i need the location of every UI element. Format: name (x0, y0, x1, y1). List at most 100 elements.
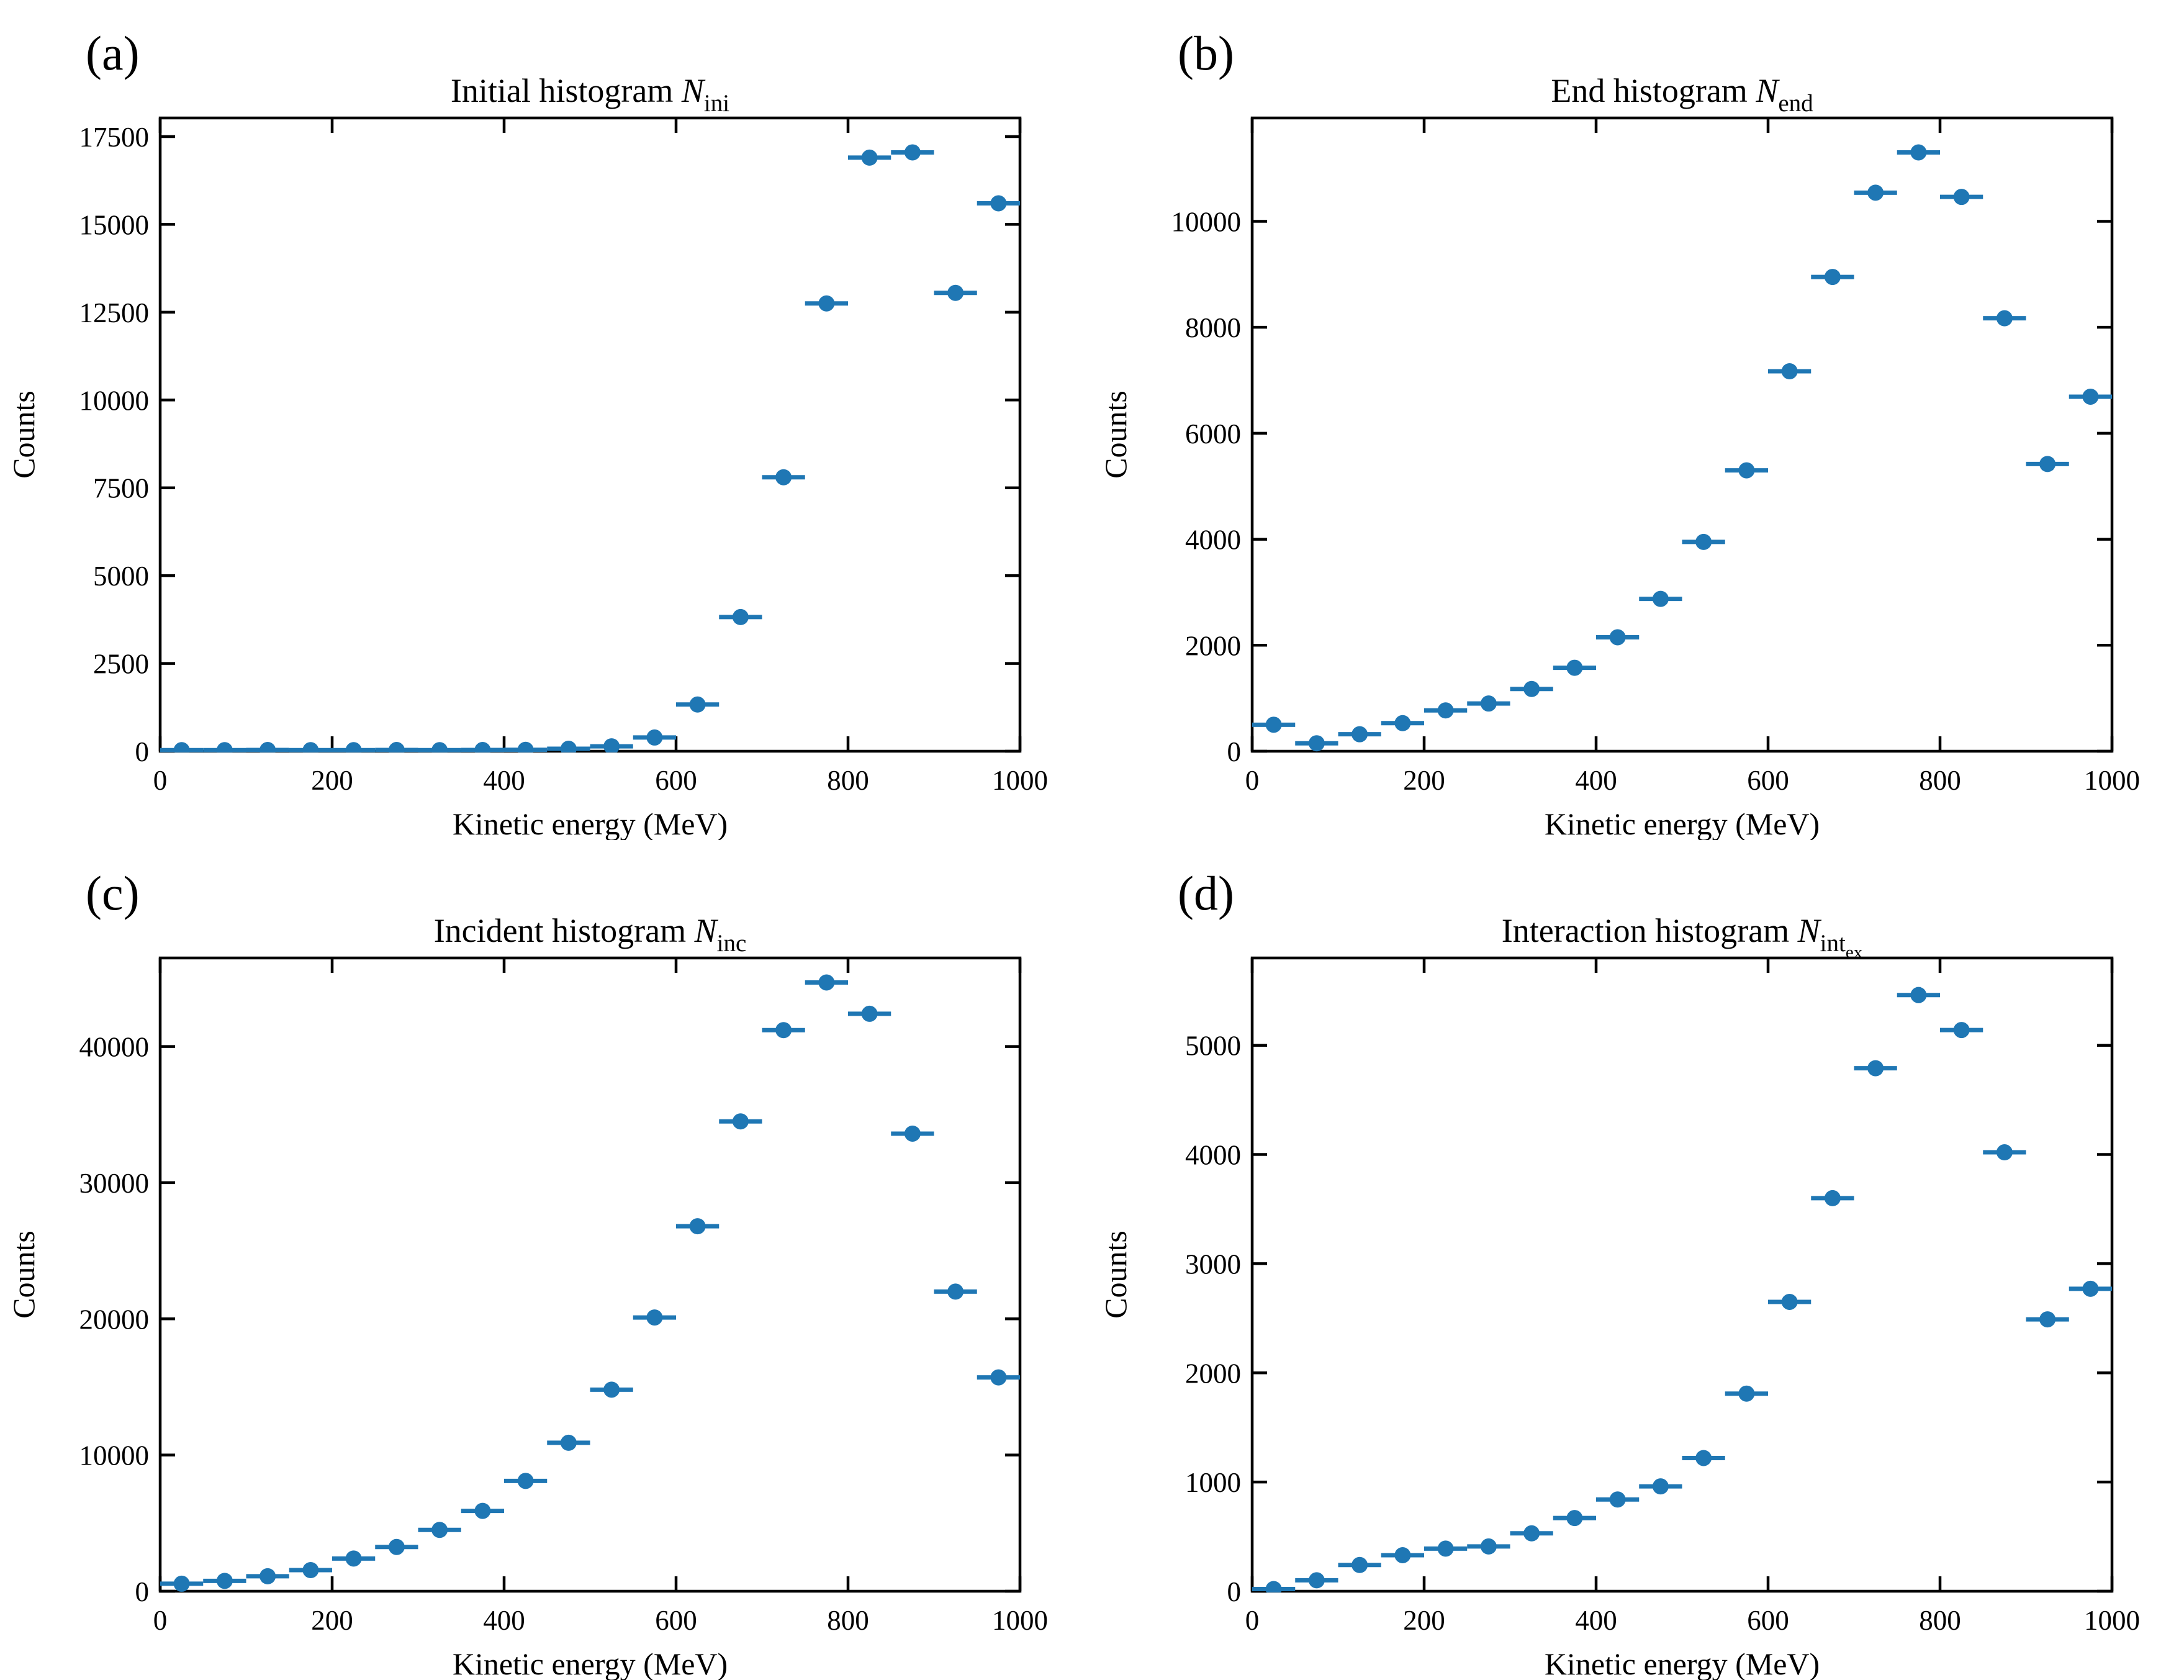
chart-c: (c) Incident histogram Ninc 0 200 400 600 800 1… (6, 866, 1048, 1680)
chart-title: Interaction histogram Nintex (1502, 912, 1863, 962)
data-point (1824, 1190, 1841, 1206)
data-point (775, 1022, 792, 1039)
x-tick-label: 0 (1245, 765, 1260, 796)
data-point (646, 1309, 663, 1326)
data-point (1609, 1491, 1626, 1508)
data-point (646, 729, 663, 746)
x-tick-label: 1000 (992, 1605, 1048, 1636)
data-point (732, 1113, 749, 1130)
panel-letter: (c) (86, 866, 140, 920)
x-tick-label: 400 (483, 1605, 525, 1636)
data-series (1252, 987, 2112, 1592)
data-point (990, 195, 1007, 212)
data-point (1781, 1293, 1798, 1310)
plot-frame (158, 116, 1022, 753)
data-point (1523, 680, 1540, 697)
data-point (1695, 533, 1712, 550)
data-point (1394, 715, 1411, 731)
data-point (1437, 1540, 1454, 1557)
data-point (1738, 1385, 1755, 1402)
y-tick-label: 4000 (1185, 1140, 1241, 1171)
data-point (904, 1125, 921, 1142)
x-tick-label: 200 (311, 765, 353, 796)
data-point (1996, 1144, 2013, 1161)
data-point (1910, 144, 1927, 161)
x-tick-label: 200 (311, 1605, 353, 1636)
data-point (1867, 1060, 1884, 1077)
data-point (2082, 1280, 2099, 1297)
data-series (160, 974, 1020, 1592)
y-axis-label: Counts (1098, 391, 1133, 479)
y-tick-label: 10000 (79, 1440, 150, 1471)
y-tick-label: 8000 (1185, 312, 1241, 343)
chart-title: Incident histogram Ninc (434, 912, 747, 957)
y-tick-label: 3000 (1185, 1249, 1241, 1280)
y-tick-label: 30000 (79, 1168, 150, 1199)
plot-frame (1250, 956, 2114, 1593)
data-point (603, 1381, 620, 1398)
data-point (1566, 1510, 1583, 1527)
y-tick-label: 0 (135, 736, 150, 767)
data-point (388, 742, 405, 752)
data-point (216, 742, 233, 752)
data-point (1308, 1572, 1325, 1589)
data-point (1652, 1478, 1669, 1495)
y-tick-label: 10000 (1171, 206, 1242, 237)
data-point (1781, 363, 1798, 379)
data-point (302, 742, 319, 752)
x-tick-label: 800 (1919, 1605, 1961, 1636)
data-point (1351, 726, 1368, 743)
y-tick-label: 2500 (93, 649, 149, 680)
data-point (1480, 1538, 1497, 1555)
y-tick-label: 4000 (1185, 525, 1241, 556)
x-tick-label: 800 (827, 1605, 869, 1636)
data-series (1252, 144, 2112, 752)
y-tick-label: 17500 (79, 122, 150, 153)
y-tick-label: 0 (1227, 1576, 1242, 1607)
y-axis-label: Counts (6, 391, 41, 479)
x-tick-label: 1000 (2084, 1605, 2140, 1636)
x-tick-label: 600 (1747, 1605, 1789, 1636)
panel-incident-histogram: (c) Incident histogram Ninc 0 200 400 600 800 1… (0, 840, 1092, 1680)
y-tick-label: 2000 (1185, 1358, 1241, 1389)
x-tick-label: 800 (827, 765, 869, 796)
chart-title: End histogram Nend (1551, 72, 1813, 117)
data-point (216, 1573, 233, 1589)
x-tick-label: 1000 (2084, 765, 2140, 796)
data-point (1953, 1022, 1970, 1039)
data-point (431, 1522, 448, 1538)
data-point (2039, 1311, 2056, 1328)
y-tick-label: 12500 (79, 297, 150, 328)
data-point (1394, 1547, 1411, 1563)
panel-letter: (d) (1178, 866, 1234, 920)
data-point (861, 1005, 878, 1022)
x-tick-label: 600 (655, 1605, 697, 1636)
data-point (732, 608, 749, 625)
data-point (345, 742, 362, 752)
data-point (2039, 456, 2056, 472)
data-point (1695, 1450, 1712, 1466)
chart-title: Initial histogram Nini (451, 72, 729, 117)
y-tick-label: 1000 (1185, 1467, 1241, 1498)
y-tick-label: 15000 (79, 209, 150, 240)
plot-frame (158, 956, 1022, 1593)
y-tick-label: 0 (1227, 736, 1242, 767)
data-point (560, 741, 577, 752)
x-tick-label: 0 (153, 1605, 168, 1636)
data-point (1910, 987, 1927, 1003)
data-point (517, 741, 534, 752)
y-tick-label: 20000 (79, 1304, 150, 1335)
data-point (990, 1369, 1007, 1386)
data-point (603, 738, 620, 752)
x-axis-label: Kinetic energy (MeV) (453, 806, 728, 840)
data-point (904, 144, 921, 161)
x-tick-label: 0 (153, 765, 168, 796)
data-point (689, 696, 706, 713)
data-series (160, 144, 1020, 752)
data-point (1867, 184, 1884, 201)
x-tick-label: 600 (655, 765, 697, 796)
data-point (1953, 189, 1970, 205)
panel-letter: (a) (86, 26, 140, 80)
data-point (1609, 629, 1626, 646)
